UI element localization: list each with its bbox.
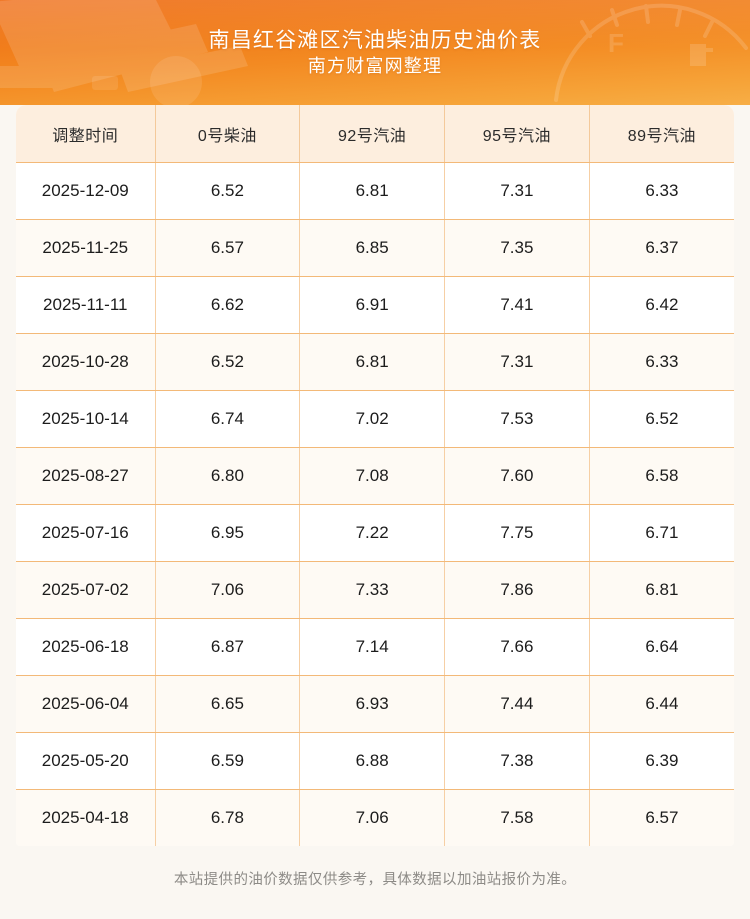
column-header-gasoline-92: 92号汽油	[299, 105, 445, 163]
page-title: 南昌红谷滩区汽油柴油历史油价表	[208, 29, 542, 52]
table-row: 2025-07-16 6.95 7.22 7.75 6.71	[16, 504, 734, 562]
cell-date: 2025-04-18	[16, 789, 156, 846]
cell-gasoline-92: 7.33	[299, 561, 445, 619]
cell-date: 2025-12-09	[16, 162, 156, 220]
cell-gasoline-92: 6.93	[299, 675, 445, 733]
cell-gasoline-89: 6.71	[589, 504, 734, 562]
cell-gasoline-89: 6.39	[589, 732, 734, 790]
table-header-row: 调整时间 0号柴油 92号汽油 95号汽油 89号汽油	[16, 105, 734, 163]
cell-gasoline-92: 7.02	[299, 390, 445, 448]
cell-gasoline-92: 6.81	[299, 162, 445, 220]
cell-gasoline-89: 6.44	[589, 675, 734, 733]
cell-gasoline-92: 6.81	[299, 333, 445, 391]
table-row: 2025-11-11 6.62 6.91 7.41 6.42	[16, 276, 734, 334]
cell-diesel-0: 6.57	[155, 219, 301, 277]
cell-gasoline-89: 6.64	[589, 618, 734, 676]
cell-diesel-0: 6.59	[155, 732, 301, 790]
cell-gasoline-89: 6.37	[589, 219, 734, 277]
page-header-banner: F 南昌红谷滩区汽油柴油历史油价表 南方财富网整理	[0, 0, 750, 105]
cell-gasoline-92: 7.06	[299, 789, 445, 846]
column-header-gasoline-89: 89号汽油	[589, 105, 734, 163]
fuel-price-table: 调整时间 0号柴油 92号汽油 95号汽油 89号汽油 2025-12-09 6.…	[16, 105, 734, 846]
table-row: 2025-11-25 6.57 6.85 7.35 6.37	[16, 219, 734, 277]
cell-gasoline-89: 6.52	[589, 390, 734, 448]
table-row: 2025-05-20 6.59 6.88 7.38 6.39	[16, 732, 734, 790]
cell-gasoline-95: 7.60	[444, 447, 590, 505]
cell-gasoline-92: 6.91	[299, 276, 445, 334]
cell-gasoline-92: 6.85	[299, 219, 445, 277]
table-row: 2025-07-02 7.06 7.33 7.86 6.81	[16, 561, 734, 619]
cell-gasoline-95: 7.38	[444, 732, 590, 790]
table-row: 2025-10-14 6.74 7.02 7.53 6.52	[16, 390, 734, 448]
cell-diesel-0: 6.95	[155, 504, 301, 562]
cell-gasoline-95: 7.58	[444, 789, 590, 846]
cell-gasoline-92: 6.88	[299, 732, 445, 790]
table-row: 2025-04-18 6.78 7.06 7.58 6.57	[16, 789, 734, 846]
cell-gasoline-92: 7.14	[299, 618, 445, 676]
cell-gasoline-95: 7.31	[444, 162, 590, 220]
table-body: 2025-12-09 6.52 6.81 7.31 6.33 2025-11-25 6.57…	[16, 162, 734, 846]
cell-gasoline-89: 6.33	[589, 162, 734, 220]
cell-date: 2025-10-28	[16, 333, 156, 391]
cell-gasoline-95: 7.44	[444, 675, 590, 733]
cell-date: 2025-11-11	[16, 276, 156, 334]
column-header-diesel-0: 0号柴油	[155, 105, 301, 163]
cell-gasoline-89: 6.42	[589, 276, 734, 334]
cell-date: 2025-06-18	[16, 618, 156, 676]
cell-gasoline-95: 7.86	[444, 561, 590, 619]
page-subtitle: 南方财富网整理	[307, 56, 443, 76]
cell-gasoline-95: 7.53	[444, 390, 590, 448]
table-row: 2025-06-18 6.87 7.14 7.66 6.64	[16, 618, 734, 676]
cell-gasoline-95: 7.66	[444, 618, 590, 676]
cell-date: 2025-06-04	[16, 675, 156, 733]
table-header: 调整时间 0号柴油 92号汽油 95号汽油 89号汽油	[16, 105, 734, 163]
cell-date: 2025-08-27	[16, 447, 156, 505]
cell-date: 2025-07-02	[16, 561, 156, 619]
cell-diesel-0: 6.80	[155, 447, 301, 505]
cell-diesel-0: 6.52	[155, 162, 301, 220]
cell-diesel-0: 6.65	[155, 675, 301, 733]
column-header-date: 调整时间	[16, 105, 156, 163]
cell-diesel-0: 6.74	[155, 390, 301, 448]
cell-diesel-0: 6.52	[155, 333, 301, 391]
cell-gasoline-89: 6.81	[589, 561, 734, 619]
cell-gasoline-95: 7.31	[444, 333, 590, 391]
cell-diesel-0: 6.62	[155, 276, 301, 334]
cell-diesel-0: 6.78	[155, 789, 301, 846]
cell-diesel-0: 6.87	[155, 618, 301, 676]
cell-gasoline-89: 6.58	[589, 447, 734, 505]
cell-date: 2025-07-16	[16, 504, 156, 562]
cell-gasoline-92: 7.22	[299, 504, 445, 562]
table-row: 2025-08-27 6.80 7.08 7.60 6.58	[16, 447, 734, 505]
cell-gasoline-95: 7.35	[444, 219, 590, 277]
cell-gasoline-92: 7.08	[299, 447, 445, 505]
cell-date: 2025-10-14	[16, 390, 156, 448]
disclaimer-note: 本站提供的油价数据仅供参考，具体数据以加油站报价为准。	[173, 872, 577, 888]
cell-diesel-0: 7.06	[155, 561, 301, 619]
cell-gasoline-95: 7.75	[444, 504, 590, 562]
table-row: 2025-06-04 6.65 6.93 7.44 6.44	[16, 675, 734, 733]
table-row: 2025-10-28 6.52 6.81 7.31 6.33	[16, 333, 734, 391]
cell-gasoline-89: 6.33	[589, 333, 734, 391]
column-header-gasoline-95: 95号汽油	[444, 105, 590, 163]
cell-date: 2025-11-25	[16, 219, 156, 277]
table-row: 2025-12-09 6.52 6.81 7.31 6.33	[16, 162, 734, 220]
price-table-container: 南方财富网 outhmoney.com 调整时间 0号柴油 92号汽油 95号汽…	[16, 105, 734, 846]
cell-gasoline-89: 6.57	[645, 808, 679, 827]
cell-date: 2025-05-20	[16, 732, 156, 790]
cell-gasoline-95: 7.41	[444, 276, 590, 334]
